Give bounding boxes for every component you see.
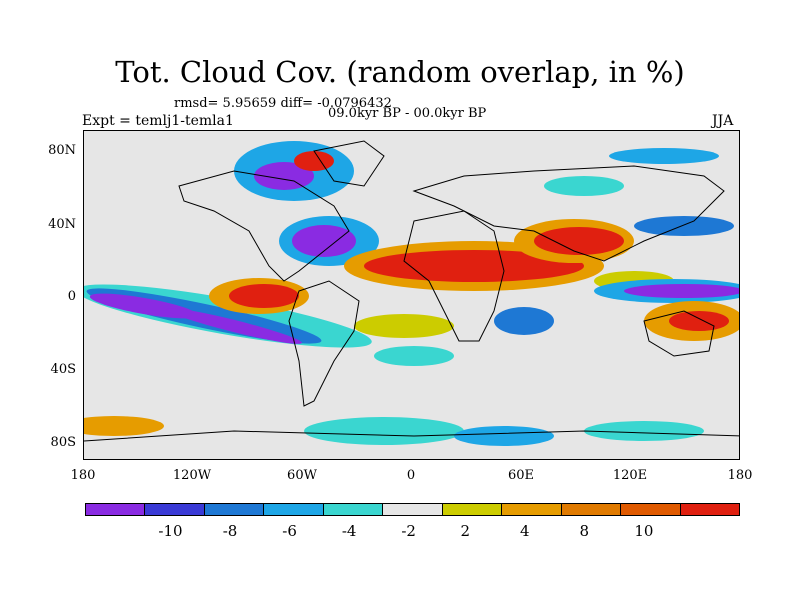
colorbar-swatch — [145, 504, 205, 515]
colorbar-label: 4 — [520, 522, 530, 540]
y-tick-label: 80N — [48, 143, 76, 158]
colorbar-label: 8 — [579, 522, 590, 540]
y-tick-label: 0 — [67, 289, 76, 304]
colorbar-swatch — [204, 504, 265, 515]
colorbar-label: -6 — [282, 522, 297, 540]
time-period-label: 09.0kyr BP - 00.0kyr BP — [328, 106, 487, 121]
x-tick-label: 60W — [287, 468, 317, 483]
y-tick-label: 40N — [48, 217, 76, 232]
experiment-label: Expt = temlj1-temla1 — [82, 113, 234, 129]
x-tick-label: 180 — [70, 468, 96, 483]
season-label: JJA — [712, 113, 734, 129]
colorbar-swatch — [264, 504, 324, 515]
colorbar-swatch — [442, 504, 503, 515]
colorbar — [85, 503, 740, 516]
colorbar-label: -4 — [341, 522, 357, 540]
colorbar-swatch — [502, 504, 562, 515]
rmsd-diff-stats: rmsd= 5.95659 diff= -0.0796432 — [174, 96, 392, 111]
x-tick-label: 180 — [727, 468, 753, 483]
y-tick-label: 40S — [50, 362, 76, 377]
colorbar-swatch — [621, 504, 681, 515]
colorbar-label: -10 — [158, 522, 183, 540]
cloud-cover-anomaly-field — [84, 140, 739, 446]
x-tick-label: 120E — [612, 468, 648, 483]
y-tick-label: 80S — [50, 435, 76, 450]
colorbar-label: -8 — [222, 522, 238, 540]
x-tick-label: 0 — [406, 468, 416, 483]
colorbar-swatch — [561, 504, 622, 515]
x-tick-label: 60E — [507, 468, 535, 483]
map-panel — [83, 130, 740, 460]
colorbar-label: 10 — [634, 522, 654, 540]
colorbar-swatch — [86, 504, 146, 515]
colorbar-swatch — [383, 504, 443, 515]
colorbar-label: -2 — [401, 522, 416, 540]
x-tick-label: 120W — [172, 468, 212, 483]
colorbar-swatch — [323, 504, 384, 515]
plot-title: Tot. Cloud Cov. (random overlap, in %) — [115, 55, 685, 89]
coastlines — [84, 140, 739, 442]
anomaly-patches — [84, 141, 739, 446]
colorbar-label: 2 — [460, 522, 471, 540]
colorbar-swatch — [680, 504, 739, 515]
